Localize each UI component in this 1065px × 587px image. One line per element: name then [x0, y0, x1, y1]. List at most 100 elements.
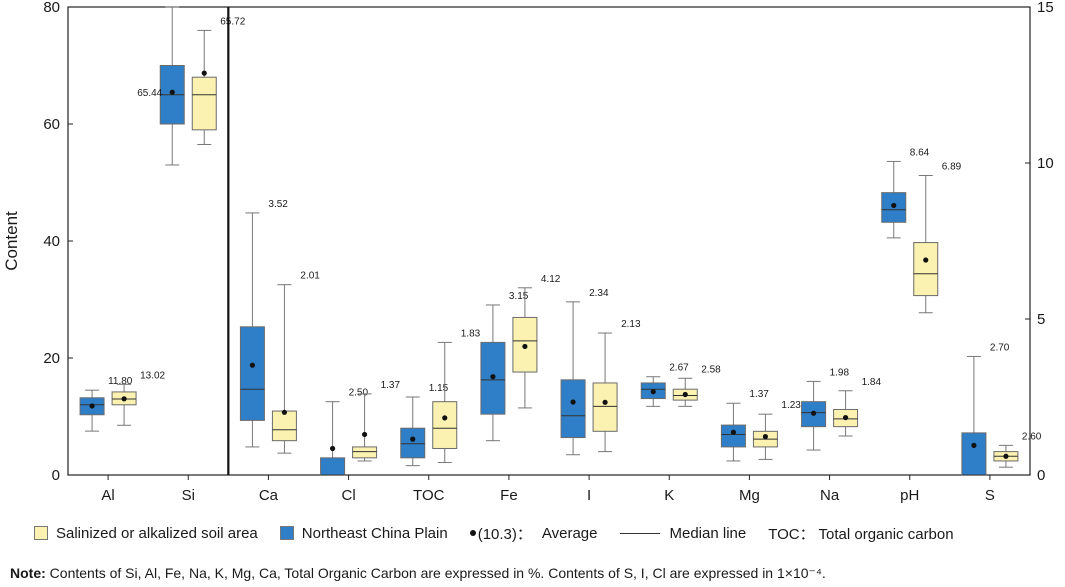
- x-axis-tick-label: I: [587, 487, 591, 504]
- data-label: 2.70: [990, 342, 1010, 353]
- data-label: 2.60: [1022, 431, 1042, 442]
- box: [720, 424, 746, 448]
- data-label: 3.52: [268, 199, 288, 210]
- y-axis-label: Content: [2, 211, 21, 271]
- legend-item-northeast: Northeast China Plain: [279, 525, 448, 542]
- legend-item-median: Median line: [619, 524, 747, 542]
- mean-dot: [522, 343, 528, 350]
- mean-dot: [442, 415, 448, 421]
- box: [592, 382, 618, 432]
- legend-swatch-yellow: [34, 526, 48, 540]
- x-axis-tick-label: pH: [900, 487, 919, 504]
- mean-dot: [89, 403, 95, 409]
- note-text: Contents of Si, Al, Fe, Na, K, Mg, Ca, T…: [45, 565, 826, 581]
- mean-dot: [361, 431, 368, 438]
- footnote: Note: Contents of Si, Al, Fe, Na, K, Mg,…: [10, 565, 826, 582]
- legend-label-average: Average: [541, 524, 598, 542]
- data-label: 2.50: [349, 388, 369, 399]
- data-label: 65.44: [137, 88, 162, 99]
- box: [560, 379, 586, 439]
- data-label: 2.58: [701, 364, 721, 375]
- box: [400, 427, 426, 459]
- data-label: 1.37: [749, 389, 769, 400]
- data-label: 2.01: [300, 271, 320, 282]
- data-label: 1.23: [781, 400, 801, 411]
- data-label: 4.12: [541, 274, 561, 285]
- mean-dot: [490, 374, 496, 380]
- mean-dot: [121, 396, 127, 402]
- mean-dot: [810, 410, 817, 416]
- x-axis-tick-label: Cl: [341, 487, 355, 504]
- legend-swatch-blue: [279, 526, 294, 540]
- data-label: 2.13: [621, 319, 641, 330]
- mean-dot: [570, 399, 576, 405]
- data-label: 6.89: [942, 161, 962, 172]
- data-label: 1.84: [862, 377, 882, 388]
- legend-label-median: Median line: [669, 524, 747, 542]
- box: [191, 76, 217, 131]
- box: [512, 316, 538, 373]
- note-prefix: Note:: [10, 565, 46, 581]
- data-label: 11.80: [108, 376, 133, 387]
- mean-dot: [1003, 453, 1009, 459]
- x-axis-tick-label: Na: [820, 487, 840, 504]
- x-axis-tick-label: Al: [101, 487, 114, 504]
- data-label: 2.67: [669, 363, 689, 374]
- left-axis-tick-label: 80: [43, 0, 60, 16]
- x-axis-tick-label: Fe: [500, 487, 518, 504]
- box: [961, 432, 987, 476]
- mean-dot: [842, 414, 849, 421]
- x-axis-tick-label: Mg: [739, 487, 760, 504]
- mean-dot: [410, 436, 416, 442]
- box: [352, 446, 378, 459]
- mean-dot: [281, 409, 288, 415]
- left-axis-tick-label: 60: [43, 116, 60, 133]
- box: [239, 326, 265, 421]
- mean-dot: [971, 442, 977, 448]
- box: [913, 242, 939, 297]
- data-label: 65.72: [220, 16, 245, 27]
- mean-dot: [682, 391, 688, 398]
- x-axis-tick-label: S: [985, 487, 995, 504]
- data-label: 1.15: [429, 383, 449, 394]
- mean-dot: [730, 429, 737, 435]
- legend-label-toc: TOC： Total organic carbon: [768, 525, 954, 543]
- x-axis-tick-label: Si: [182, 487, 195, 504]
- legend: Salinized or alkalized soil area Northea…: [34, 520, 1054, 546]
- x-axis-tick-label: Ca: [259, 487, 279, 504]
- mean-dot: [169, 89, 175, 95]
- legend-item-toc: TOC： Total organic carbon: [768, 523, 953, 544]
- mean-dot: [762, 434, 769, 440]
- median-line-icon: [619, 532, 660, 534]
- mean-dot: [602, 399, 608, 405]
- box: [432, 401, 458, 449]
- legend-average-symbol: (10.3)：: [477, 525, 532, 543]
- right-axis-tick-label: 15: [1037, 0, 1054, 16]
- left-axis-tick-label: 0: [52, 467, 60, 484]
- box: [320, 457, 346, 476]
- mean-dot: [923, 257, 929, 263]
- mean-dot: [329, 445, 336, 452]
- data-label: 2.34: [589, 288, 609, 299]
- left-axis-tick-label: 20: [43, 350, 60, 367]
- legend-label-salinized: Salinized or alkalized soil area: [56, 524, 258, 542]
- data-label: 1.98: [830, 367, 850, 378]
- right-axis-tick-label: 5: [1037, 311, 1045, 328]
- average-dot-icon: [469, 530, 476, 536]
- mean-dot: [891, 202, 897, 209]
- box-plot-chart: 0 20 40 60 80 0 5 10 15 Content Al Si Ca Cl TOC Fe I K Mg N…: [2, 0, 1054, 504]
- data-label: 1.37: [381, 380, 401, 391]
- x-axis-tick-label: TOC: [413, 487, 445, 504]
- legend-item-salinized: Salinized or alkalized soil area: [34, 525, 258, 542]
- data-label: 13.02: [140, 370, 165, 381]
- data-label: 8.64: [910, 147, 930, 158]
- data-label: 1.83: [461, 328, 481, 339]
- right-axis-tick-label: 10: [1037, 155, 1054, 172]
- right-axis-tick-label: 0: [1037, 467, 1045, 484]
- x-axis-tick-label: K: [664, 487, 674, 504]
- mean-dot: [650, 389, 656, 395]
- box: [271, 410, 297, 442]
- mean-dot: [201, 70, 207, 76]
- legend-item-average: (10.3)： Average: [469, 523, 598, 544]
- mean-dot: [249, 362, 256, 368]
